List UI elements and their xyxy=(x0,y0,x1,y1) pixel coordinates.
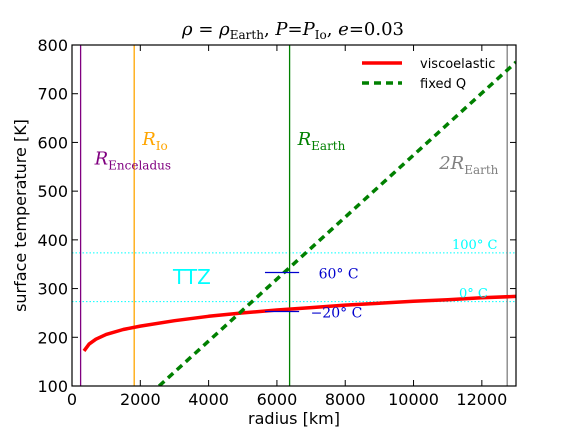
x-tick-label: 6000 xyxy=(257,390,298,409)
x-tick-label: 8000 xyxy=(325,390,366,409)
vline-label-3: 2REarth xyxy=(438,153,498,177)
annotation-60c: 60° C xyxy=(319,266,359,282)
y-tick-label: 600 xyxy=(37,133,68,152)
x-tick-label: 4000 xyxy=(188,390,229,409)
title-P: P xyxy=(274,19,288,40)
series-line-1 xyxy=(157,60,516,386)
vline-label-0: REnceladus xyxy=(94,148,171,172)
title-comma1: , xyxy=(264,19,275,40)
title-eq3: =0.03 xyxy=(349,19,404,40)
title-comma2: , xyxy=(327,19,338,40)
legend-label-1: fixed Q xyxy=(420,77,466,92)
y-tick-label: 200 xyxy=(37,328,68,347)
vline-label-2: REarth xyxy=(297,129,346,153)
axes: 0 2000 4000 6000 8000 10000 12000 100 200 300 400 5… xyxy=(37,36,516,409)
title-eq1: = xyxy=(193,19,220,40)
y-tick-label: 100 xyxy=(37,377,68,396)
x-tick-label: 0 xyxy=(67,390,77,409)
title-e: e xyxy=(338,19,349,40)
y-tick-label: 800 xyxy=(37,36,68,55)
plot-frame xyxy=(71,44,517,387)
y-tick-label: 700 xyxy=(37,85,68,104)
reference-lines xyxy=(72,45,516,386)
legend: viscoelastic fixed Q xyxy=(362,57,495,92)
hline-label-0: 100° C xyxy=(452,238,497,253)
annotation-minus20c: −20° C xyxy=(311,305,363,321)
title-sub-io: Io xyxy=(315,28,327,42)
x-tick-label: 12000 xyxy=(456,390,507,409)
title-eq2: = xyxy=(288,19,303,40)
title-rho: ρ xyxy=(181,19,193,40)
x-tick-label: 2000 xyxy=(120,390,161,409)
y-axis-label: surface temperature [K] xyxy=(11,119,30,312)
series-layer xyxy=(82,60,516,386)
x-tick-label: 10000 xyxy=(388,390,439,409)
series-line-0 xyxy=(82,294,516,352)
title-sub-earth: Earth xyxy=(230,28,264,42)
title-rho2: ρ xyxy=(218,19,230,40)
legend-label-0: viscoelastic xyxy=(420,57,495,72)
y-tick-label: 500 xyxy=(37,182,68,201)
y-tick-label: 400 xyxy=(37,231,68,250)
x-axis-label: radius [km] xyxy=(248,409,340,428)
chart-title: ρ = ρEarth, P=PIo, e=0.03 xyxy=(181,19,404,42)
title-P2: P xyxy=(302,19,316,40)
vline-label-1: RIo xyxy=(141,129,168,153)
annotation-ttz: TTZ xyxy=(172,265,211,289)
hline-label-1: 0° C xyxy=(459,287,488,302)
y-tick-label: 300 xyxy=(37,280,68,299)
